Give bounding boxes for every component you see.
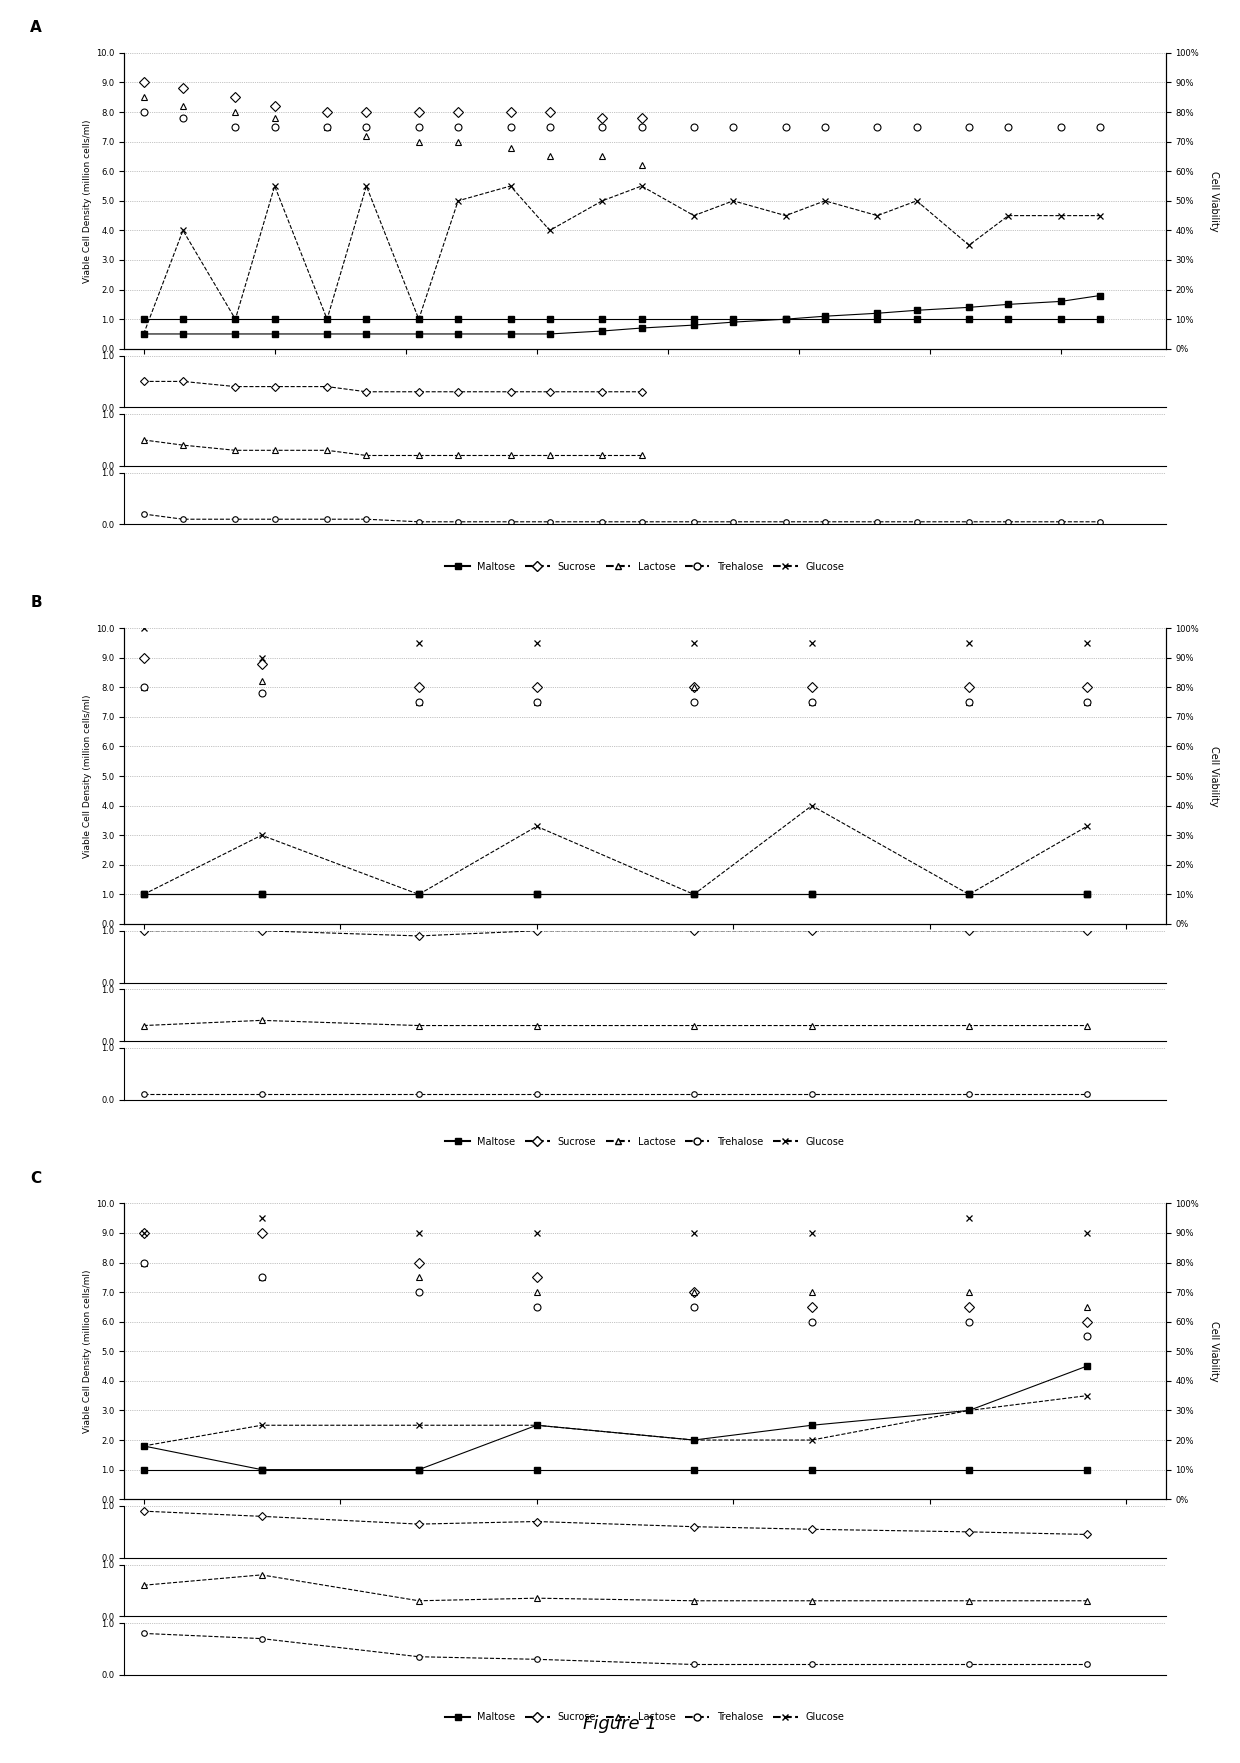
Text: B: B [30,596,42,610]
Y-axis label: Viable Cell Density (million cells/ml): Viable Cell Density (million cells/ml) [83,1269,92,1433]
Text: Figure 1: Figure 1 [583,1715,657,1733]
Legend: Maltose, Sucrose, Lactose, Trehalose, Glucose: Maltose, Sucrose, Lactose, Trehalose, Gl… [441,1134,848,1151]
X-axis label: Days: Days [632,1521,657,1530]
Y-axis label: Cell Viability: Cell Viability [1209,746,1219,806]
Text: C: C [30,1171,41,1185]
X-axis label: Days: Days [632,945,657,956]
X-axis label: Days: Days [632,370,657,381]
Legend: Maltose, Sucrose, Lactose, Trehalose, Glucose: Maltose, Sucrose, Lactose, Trehalose, Gl… [441,557,848,575]
Legend: Maltose, Sucrose, Lactose, Trehalose, Glucose: Maltose, Sucrose, Lactose, Trehalose, Gl… [441,1708,848,1726]
Text: A: A [30,19,42,35]
Y-axis label: Viable Cell Density (million cells/ml): Viable Cell Density (million cells/ml) [83,120,92,282]
Y-axis label: Viable Cell Density (million cells/ml): Viable Cell Density (million cells/ml) [83,695,92,859]
Y-axis label: Cell Viability: Cell Viability [1209,1320,1219,1382]
Y-axis label: Cell Viability: Cell Viability [1209,171,1219,231]
